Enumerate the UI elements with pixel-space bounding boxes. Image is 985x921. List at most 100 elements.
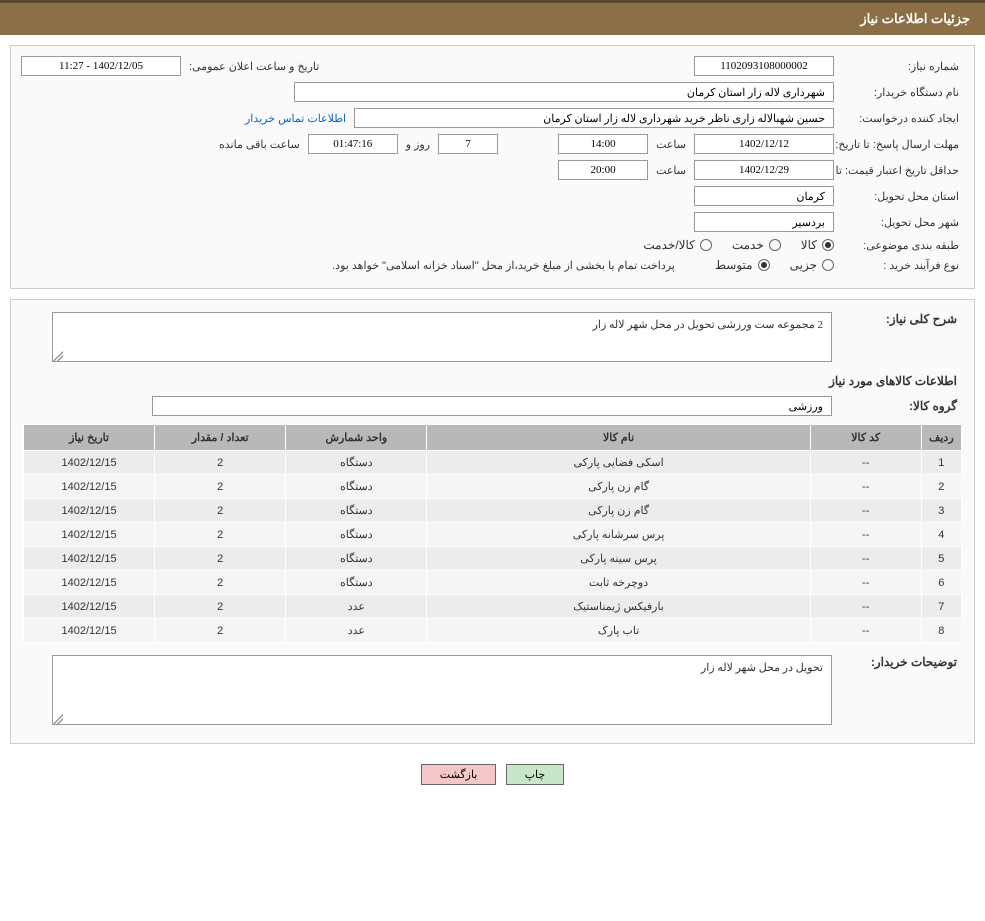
announce-date-input[interactable]: [21, 56, 181, 76]
radio-goods[interactable]: کالا: [801, 238, 834, 252]
table-cell-code: --: [810, 595, 921, 619]
radio-partial-label: جزیی: [790, 258, 817, 272]
buyer-org-input[interactable]: [294, 82, 834, 102]
buyer-org-label: نام دستگاه خریدار:: [834, 86, 964, 99]
table-header-row: ردیف کد کالا نام کالا واحد شمارش تعداد /…: [24, 425, 962, 451]
table-row: 2--گام زن پارکیدستگاه21402/12/15: [24, 475, 962, 499]
table-cell-date: 1402/12/15: [24, 595, 155, 619]
table-cell-code: --: [810, 571, 921, 595]
need-number-label: شماره نیاز:: [834, 60, 964, 73]
radio-goods-service-label: کالا/خدمت: [643, 238, 694, 252]
announce-label: تاریخ و ساعت اعلان عمومی:: [181, 60, 327, 73]
validity-time-label: ساعت: [648, 164, 694, 177]
validity-time-input[interactable]: [558, 160, 648, 180]
process-label: نوع فرآیند خرید :: [834, 259, 964, 272]
table-cell-idx: 2: [921, 475, 961, 499]
back-button[interactable]: بازگشت: [421, 764, 497, 785]
remaining-label: ساعت باقی مانده: [211, 138, 308, 151]
table-cell-date: 1402/12/15: [24, 619, 155, 643]
table-cell-code: --: [810, 547, 921, 571]
table-row: 7--بارفیکس ژیمناستیکعدد21402/12/15: [24, 595, 962, 619]
validity-label: حداقل تاریخ اعتبار قیمت: تا تاریخ:: [834, 164, 964, 177]
table-cell-unit: دستگاه: [286, 547, 427, 571]
table-cell-qty: 2: [155, 619, 286, 643]
table-cell-code: --: [810, 475, 921, 499]
page-header: جزئیات اطلاعات نیاز: [0, 0, 985, 35]
days-label: روز و: [398, 138, 438, 151]
radio-goods-service[interactable]: کالا/خدمت: [643, 238, 711, 252]
table-cell-idx: 3: [921, 499, 961, 523]
table-cell-qty: 2: [155, 571, 286, 595]
table-row: 8--تاب پارکعدد21402/12/15: [24, 619, 962, 643]
resize-handle-icon: [53, 714, 63, 724]
table-cell-idx: 7: [921, 595, 961, 619]
deadline-date-input[interactable]: [694, 134, 834, 154]
table-row: 1--اسکی فضایی پارکیدستگاه21402/12/15: [24, 451, 962, 475]
print-button[interactable]: چاپ: [506, 764, 565, 785]
table-cell-qty: 2: [155, 451, 286, 475]
table-cell-qty: 2: [155, 547, 286, 571]
table-cell-unit: دستگاه: [286, 451, 427, 475]
page-title: جزئیات اطلاعات نیاز: [860, 11, 970, 26]
table-cell-code: --: [810, 499, 921, 523]
contact-link[interactable]: اطلاعات تماس خریدار: [245, 112, 354, 125]
countdown-input[interactable]: [308, 134, 398, 154]
resize-handle-icon: [53, 351, 63, 361]
table-cell-name: گام زن پارکی: [427, 475, 810, 499]
table-cell-name: دوچرخه ثابت: [427, 571, 810, 595]
table-cell-name: پرس سرشانه پارکی: [427, 523, 810, 547]
table-row: 5--پرس سینه پارکیدستگاه21402/12/15: [24, 547, 962, 571]
province-input[interactable]: [694, 186, 834, 206]
city-input[interactable]: [694, 212, 834, 232]
group-input[interactable]: [152, 396, 832, 416]
group-label: گروه کالا:: [832, 399, 962, 413]
table-cell-qty: 2: [155, 523, 286, 547]
th-date: تاریخ نیاز: [24, 425, 155, 451]
table-cell-qty: 2: [155, 475, 286, 499]
buyer-notes-textarea[interactable]: تحویل در محل شهر لاله زار: [52, 655, 832, 725]
deadline-label: مهلت ارسال پاسخ: تا تاریخ:: [834, 138, 964, 151]
table-cell-idx: 8: [921, 619, 961, 643]
need-number-input[interactable]: [694, 56, 834, 76]
requester-input[interactable]: [354, 108, 834, 128]
th-unit: واحد شمارش: [286, 425, 427, 451]
table-cell-code: --: [810, 619, 921, 643]
table-cell-idx: 4: [921, 523, 961, 547]
days-input[interactable]: [438, 134, 498, 154]
table-cell-idx: 5: [921, 547, 961, 571]
table-cell-unit: دستگاه: [286, 475, 427, 499]
table-row: 6--دوچرخه ثابتدستگاه21402/12/15: [24, 571, 962, 595]
buyer-notes-value: تحویل در محل شهر لاله زار: [701, 662, 823, 674]
items-table: ردیف کد کالا نام کالا واحد شمارش تعداد /…: [23, 424, 962, 643]
desc-textarea[interactable]: 2 مجموعه ست ورزشی تحویل در محل شهر لاله …: [52, 312, 832, 362]
radio-medium[interactable]: متوسط: [715, 258, 770, 272]
radio-partial-dot: [822, 259, 834, 271]
buyer-notes-label: توضیحات خریدار:: [832, 655, 962, 669]
table-cell-name: بارفیکس ژیمناستیک: [427, 595, 810, 619]
radio-service[interactable]: خدمت: [732, 238, 781, 252]
table-cell-name: اسکی فضایی پارکی: [427, 451, 810, 475]
table-cell-unit: عدد: [286, 595, 427, 619]
table-cell-qty: 2: [155, 595, 286, 619]
radio-goods-service-dot: [700, 239, 712, 251]
validity-date-input[interactable]: [694, 160, 834, 180]
desc-label: شرح کلی نیاز:: [832, 312, 962, 326]
desc-value: 2 مجموعه ست ورزشی تحویل در محل شهر لاله …: [593, 319, 823, 331]
radio-partial[interactable]: جزیی: [790, 258, 834, 272]
th-idx: ردیف: [921, 425, 961, 451]
province-label: استان محل تحویل:: [834, 190, 964, 203]
deadline-time-label: ساعت: [648, 138, 694, 151]
table-cell-idx: 6: [921, 571, 961, 595]
radio-medium-label: متوسط: [715, 258, 753, 272]
table-cell-code: --: [810, 523, 921, 547]
th-name: نام کالا: [427, 425, 810, 451]
table-cell-date: 1402/12/15: [24, 547, 155, 571]
category-label: طبقه بندی موضوعی:: [834, 239, 964, 252]
button-row: چاپ بازگشت: [0, 754, 985, 795]
requester-label: ایجاد کننده درخواست:: [834, 112, 964, 125]
table-cell-idx: 1: [921, 451, 961, 475]
table-cell-date: 1402/12/15: [24, 571, 155, 595]
main-form-container: شماره نیاز: تاریخ و ساعت اعلان عمومی: نا…: [10, 45, 975, 289]
deadline-time-input[interactable]: [558, 134, 648, 154]
table-cell-name: تاب پارک: [427, 619, 810, 643]
